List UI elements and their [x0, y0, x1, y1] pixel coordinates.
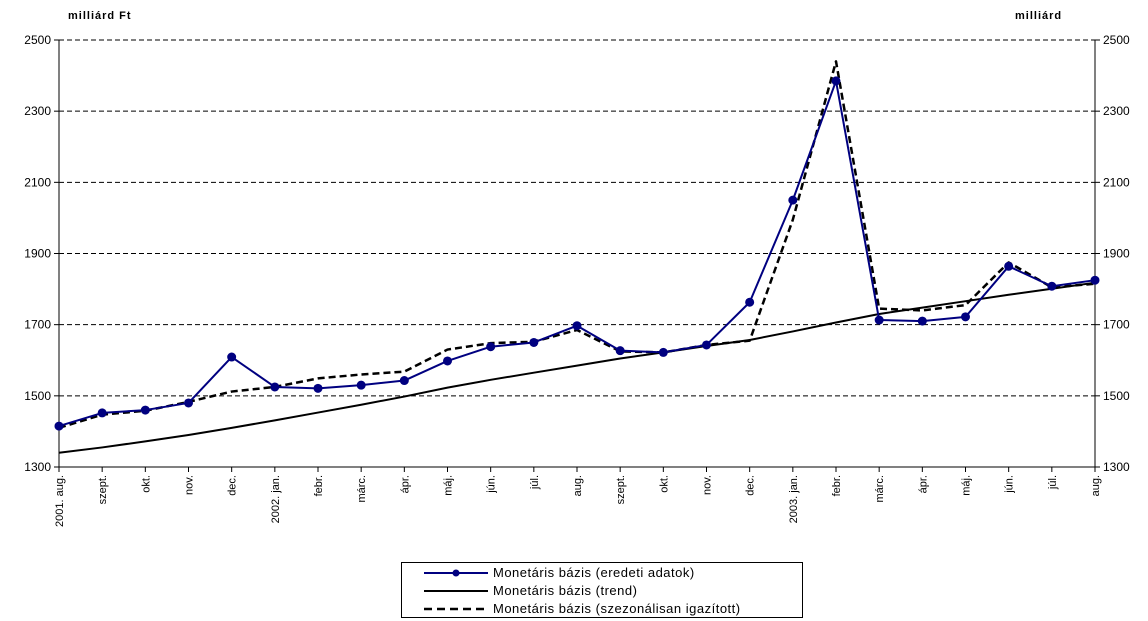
- x-tick-label: márc.: [874, 475, 886, 503]
- data-point: [874, 315, 884, 325]
- data-point: [529, 337, 539, 347]
- data-point: [399, 376, 409, 386]
- legend-swatch-dashed-line: [424, 607, 488, 611]
- x-tick-label: 2003. jan.: [788, 475, 800, 523]
- legend-label: Monetáris bázis (eredeti adatok): [493, 565, 695, 580]
- y-tick-label-left: 2300: [24, 104, 51, 118]
- x-tick-label: aug.: [572, 475, 584, 496]
- legend-swatch-line-marker: [424, 569, 488, 577]
- legend-label: Monetáris bázis (trend): [493, 583, 638, 598]
- data-point: [788, 195, 798, 205]
- data-point: [658, 347, 668, 357]
- y-tick-label-left: 1500: [24, 389, 51, 403]
- data-point: [1004, 261, 1014, 271]
- x-tick-label: 2002. jan.: [270, 475, 282, 523]
- data-point: [227, 352, 237, 362]
- x-tick-label: dec.: [745, 475, 757, 496]
- x-tick-label: júl.: [1047, 475, 1059, 490]
- data-point: [184, 398, 193, 408]
- y-tick-label-left: 1700: [24, 318, 51, 332]
- x-tick-label: aug.: [1090, 475, 1102, 496]
- line-chart: 1300 1300 1500 1500 1700 1700 1900 1900 2100 2100…: [24, 33, 1130, 527]
- x-tick-label: szept.: [615, 475, 627, 504]
- x-tick-label: febr.: [831, 475, 843, 496]
- series-line-dashed: [58, 60, 1096, 430]
- x-tick-label: jún.: [486, 475, 498, 494]
- y-tick-label-right: 1300: [1103, 460, 1130, 474]
- y-tick-label-left: 2100: [24, 175, 51, 189]
- data-point: [572, 321, 582, 331]
- data-point: [615, 346, 625, 356]
- data-point: [831, 76, 841, 86]
- x-tick-label: okt.: [658, 475, 670, 493]
- x-tick-label: márc.: [356, 475, 368, 503]
- data-point: [356, 380, 366, 390]
- series-line-solid: [58, 281, 1096, 454]
- x-tick-label: szept.: [97, 475, 109, 504]
- data-point: [443, 356, 452, 366]
- y-axis-left-unit-label: milliárd Ft: [68, 10, 132, 22]
- legend-swatch-solid-line: [424, 590, 488, 592]
- y-tick-label-left: 1900: [24, 247, 51, 261]
- y-tick-label-right: 1700: [1103, 318, 1130, 332]
- data-point: [1090, 275, 1100, 285]
- legend-item-original: Monetáris bázis (eredeti adatok): [402, 564, 802, 582]
- x-tick-label: ápr.: [917, 475, 929, 493]
- x-tick-label: máj.: [443, 475, 455, 496]
- x-tick-label: nov.: [184, 475, 196, 495]
- data-point: [97, 408, 107, 418]
- x-tick-label: ápr.: [399, 475, 411, 493]
- data-point: [917, 316, 927, 326]
- data-point: [54, 421, 64, 431]
- data-point: [270, 382, 280, 392]
- legend: Monetáris bázis (eredeti adatok) Monetár…: [401, 562, 803, 618]
- x-tick-label: okt.: [140, 475, 152, 493]
- x-tick-label: jún.: [1004, 475, 1016, 494]
- data-point: [745, 297, 755, 307]
- data-point: [313, 383, 323, 393]
- legend-item-seasonally-adjusted: Monetáris bázis (szezonálisan igazított): [402, 600, 802, 618]
- data-point: [702, 340, 711, 350]
- legend-item-trend: Monetáris bázis (trend): [402, 582, 802, 600]
- y-tick-label-right: 2100: [1103, 175, 1130, 189]
- data-point: [961, 312, 970, 322]
- x-tick-label: nov.: [702, 475, 714, 495]
- x-tick-label: 2001. aug.: [54, 475, 66, 527]
- x-tick-label: dec.: [227, 475, 239, 496]
- y-tick-label-right: 2300: [1103, 104, 1130, 118]
- x-tick-label: febr.: [313, 475, 325, 496]
- data-point: [140, 405, 150, 415]
- data-point: [1047, 281, 1057, 291]
- legend-label: Monetáris bázis (szezonálisan igazított): [493, 601, 741, 616]
- y-tick-label-right: 1500: [1103, 389, 1130, 403]
- data-point: [486, 342, 496, 352]
- y-tick-label-right: 2500: [1103, 33, 1130, 47]
- x-tick-label: máj.: [961, 475, 973, 496]
- y-axis-right-unit-label: milliárd Ft: [1015, 10, 1063, 24]
- x-tick-label: júl.: [529, 475, 541, 490]
- y-tick-label-left: 2500: [24, 33, 51, 47]
- y-tick-label-right: 1900: [1103, 247, 1130, 261]
- y-tick-label-left: 1300: [24, 460, 51, 474]
